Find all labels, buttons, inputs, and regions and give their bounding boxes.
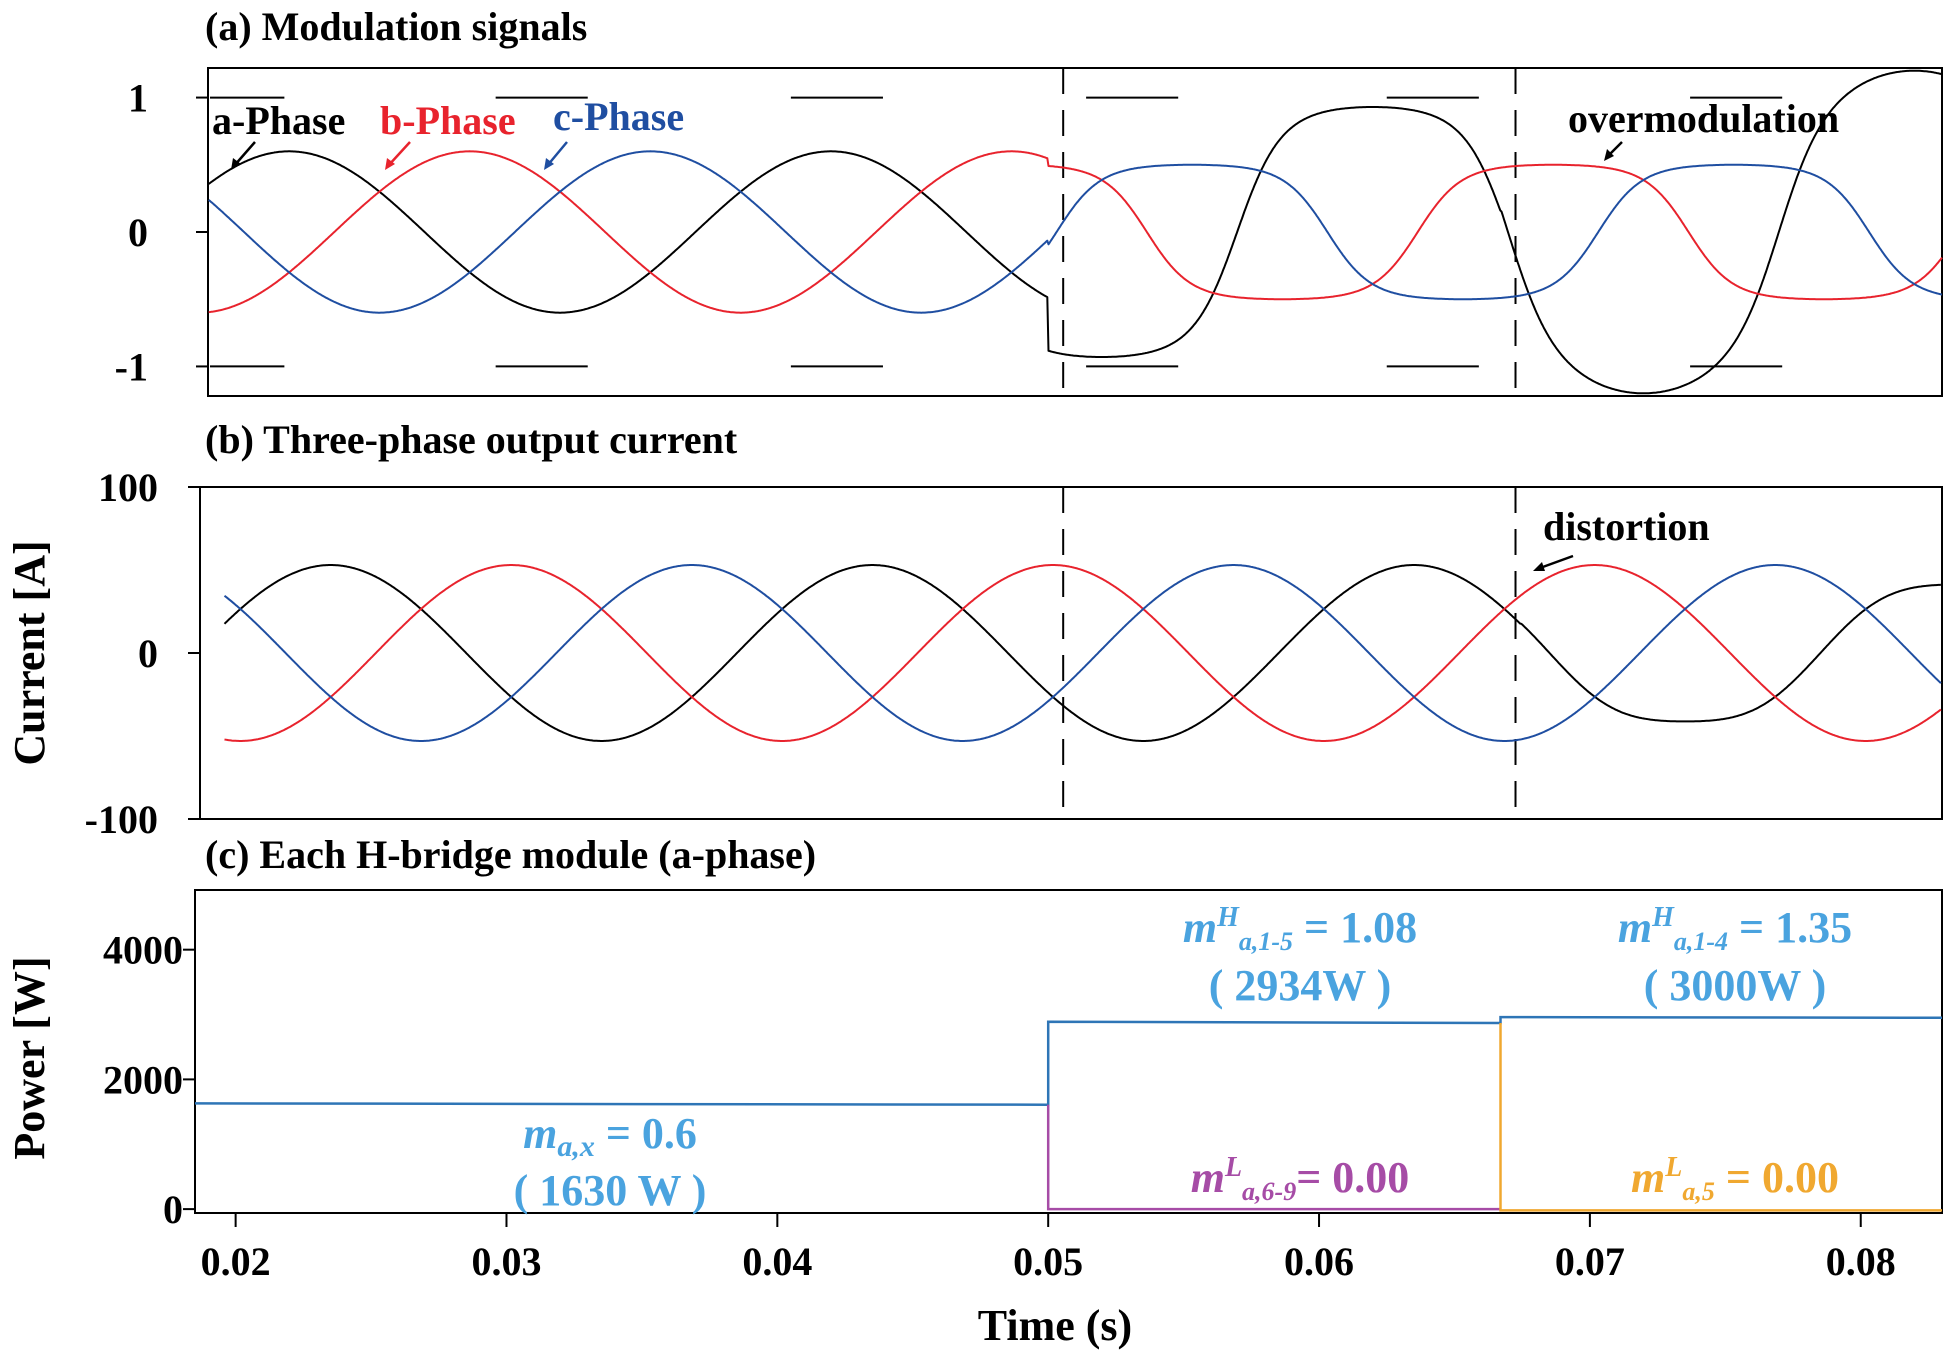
panel-a: (a) Modulation signals 1 0 -1 a-Phase b-Ph… [115,4,1943,397]
panel-b-ylabel: Current [A] [5,540,54,765]
overmodulation-arrow [1604,141,1623,161]
annotation-power-value: ( 1630 W ) [514,1166,707,1215]
annotation-label: mHa,1-4 = 1.35 [1618,902,1852,956]
annotation-label: mHa,1-5 = 1.08 [1183,902,1417,956]
panel-b-title: (b) Three-phase output current [205,417,738,462]
panel-b: (b) Three-phase output current Current [… [5,417,1943,842]
y-tick-label: 2000 [103,1057,183,1102]
annotation-power-value: ( 2934W ) [1209,961,1392,1010]
panel-c-y-ticks: 4000 2000 0 [103,928,195,1232]
x-tick-label: 0.04 [742,1239,812,1284]
current-line-b-phase [224,564,1942,742]
panel-b-series [223,564,1942,742]
panel-c-x-ticks: 0.02 0.03 0.04 0.05 0.06 0.07 0.08 [201,1213,1896,1284]
panel-a-y-ticks: 1 0 -1 [115,76,208,389]
panel-c-xlabel: Time (s) [978,1301,1132,1350]
panel-a-event-markers [1062,68,1517,396]
legend-b-phase: b-Phase [380,98,516,143]
annotation-distortion: distortion [1543,504,1710,549]
panel-a-series [208,69,1943,395]
legend-arrows [231,141,568,170]
panel-a-carrier-dashes [210,96,1783,368]
current-line-a-phase [223,564,1941,742]
x-tick-label: 0.07 [1555,1239,1625,1284]
y-tick-label: 0 [163,1187,183,1232]
panel-c-frame [194,889,1943,1214]
power-line [1046,1104,1501,1211]
annotation-label: ma,x = 0.6 [523,1109,697,1163]
panel-a-title: (a) Modulation signals [205,4,587,49]
annotation-label: mLa,6-9= 0.00 [1191,1152,1410,1206]
power-line [194,1015,1943,1106]
annotation-power-value: ( 3000W ) [1644,961,1827,1010]
y-tick-label: -1 [115,344,148,389]
panel-b-y-ticks: 100 0 -100 [85,465,200,842]
distortion-arrow [1533,554,1574,571]
legend-c-phase: c-Phase [553,94,684,139]
x-tick-label: 0.05 [1013,1239,1083,1284]
current-line-c-phase [223,564,1942,742]
modulation-line-a-phase [208,69,1943,395]
panel-c-series [194,1015,1943,1212]
y-tick-label: 100 [98,465,158,510]
x-tick-label: 0.02 [201,1239,271,1284]
y-tick-label: 1 [128,76,148,121]
modulation-line-b-phase [208,150,1943,314]
y-tick-label: 0 [128,210,148,255]
panel-c-annotations: ma,x = 0.6( 1630 W ) mHa,1-5 = 1.08 ( 2934… [514,902,1852,1215]
legend-a-phase: a-Phase [212,98,345,143]
modulation-line-c-phase [208,150,1943,314]
x-tick-label: 0.03 [471,1239,541,1284]
annotation-label: mLa,5 = 0.00 [1631,1152,1839,1206]
panel-c-title: (c) Each H-bridge module (a-phase) [205,832,816,877]
panel-c: (c) Each H-bridge module (a-phase) Power… [5,832,1943,1350]
annotation-overmodulation: overmodulation [1568,96,1839,141]
x-tick-label: 0.06 [1284,1239,1354,1284]
panel-c-ylabel: Power [W] [5,956,54,1159]
y-tick-label: -100 [85,797,158,842]
y-tick-label: 4000 [103,928,183,973]
panel-b-event-markers [1062,487,1517,819]
power-line [1499,1023,1942,1212]
x-tick-label: 0.08 [1826,1239,1896,1284]
y-tick-label: 0 [138,631,158,676]
